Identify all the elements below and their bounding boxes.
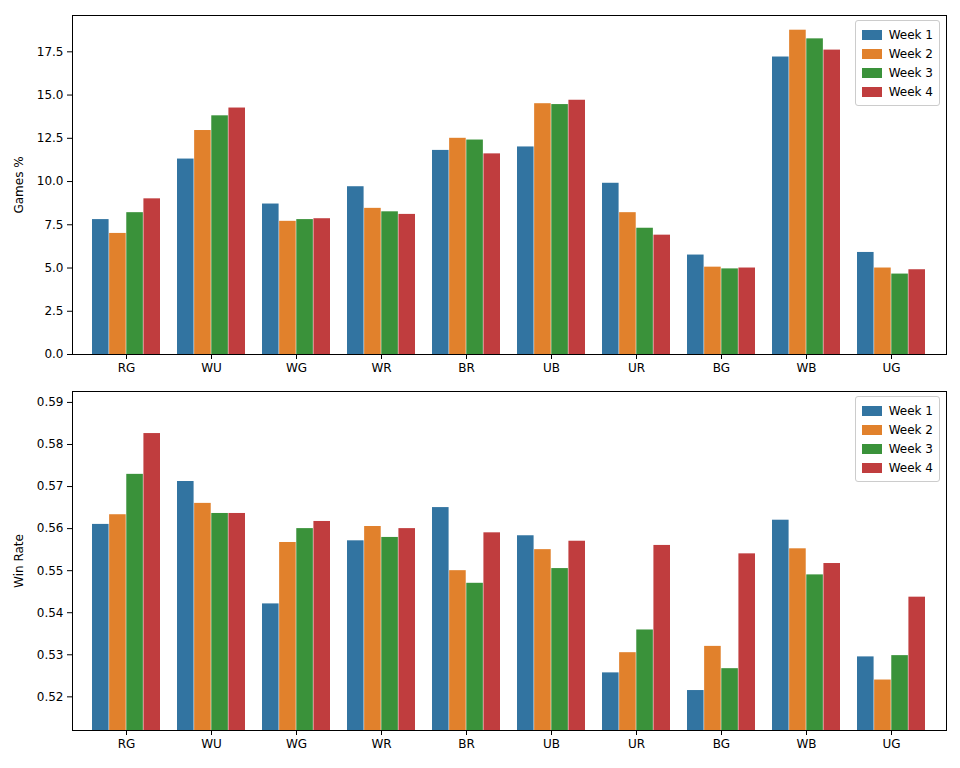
svg-text:WR: WR — [371, 361, 391, 375]
html-text:Week 2: Week 2 — [888, 46, 933, 61]
svg-text:RG: RG — [118, 737, 136, 751]
svg-text:Games %: Games % — [12, 156, 26, 213]
html-text:Week 3: Week 3 — [888, 65, 933, 80]
svg-text:10.0: 10.0 — [37, 174, 64, 188]
svg-text:15.0: 15.0 — [37, 88, 64, 102]
svg-text:0.54: 0.54 — [37, 606, 64, 620]
svg-text:WU: WU — [201, 737, 222, 751]
svg-text:UG: UG — [882, 361, 900, 375]
svg-text:BR: BR — [458, 737, 475, 751]
svg-text:UR: UR — [628, 361, 645, 375]
svg-text:2.5: 2.5 — [44, 304, 63, 318]
svg-text:WG: WG — [286, 737, 307, 751]
svg-text:0.58: 0.58 — [37, 437, 64, 451]
svg-text:0.0: 0.0 — [44, 347, 63, 361]
svg-text:UB: UB — [543, 361, 560, 375]
svg-text:WG: WG — [286, 361, 307, 375]
svg-text:UB: UB — [543, 737, 560, 751]
svg-text:0.52: 0.52 — [37, 690, 64, 704]
svg-text:UG: UG — [882, 737, 900, 751]
svg-text:WU: WU — [201, 361, 222, 375]
svg-text:UR: UR — [628, 737, 645, 751]
svg-text:0.59: 0.59 — [37, 395, 64, 409]
html-text:Week 1: Week 1 — [888, 403, 933, 418]
svg-text:RG: RG — [118, 361, 136, 375]
svg-text:12.5: 12.5 — [37, 131, 64, 145]
html-text:Week 4: Week 4 — [888, 460, 933, 475]
svg-text:0.57: 0.57 — [37, 479, 64, 493]
svg-text:BG: BG — [713, 737, 730, 751]
svg-text:5.0: 5.0 — [44, 261, 63, 275]
svg-text:BR: BR — [458, 361, 475, 375]
svg-text:WB: WB — [796, 361, 816, 375]
svg-text:7.5: 7.5 — [44, 218, 63, 232]
svg-text:WR: WR — [371, 737, 391, 751]
svg-text:17.5: 17.5 — [37, 45, 64, 59]
svg-text:Win Rate: Win Rate — [12, 534, 26, 588]
html-text:Week 1: Week 1 — [888, 27, 933, 42]
svg-text:0.53: 0.53 — [37, 648, 64, 662]
html-text:Week 2: Week 2 — [888, 422, 933, 437]
html-text:Week 4: Week 4 — [888, 84, 933, 99]
svg-text:0.55: 0.55 — [37, 564, 64, 578]
svg-text:0.56: 0.56 — [37, 521, 64, 535]
svg-text:WB: WB — [796, 737, 816, 751]
svg-text:BG: BG — [713, 361, 730, 375]
html-text:Week 3: Week 3 — [888, 441, 933, 456]
